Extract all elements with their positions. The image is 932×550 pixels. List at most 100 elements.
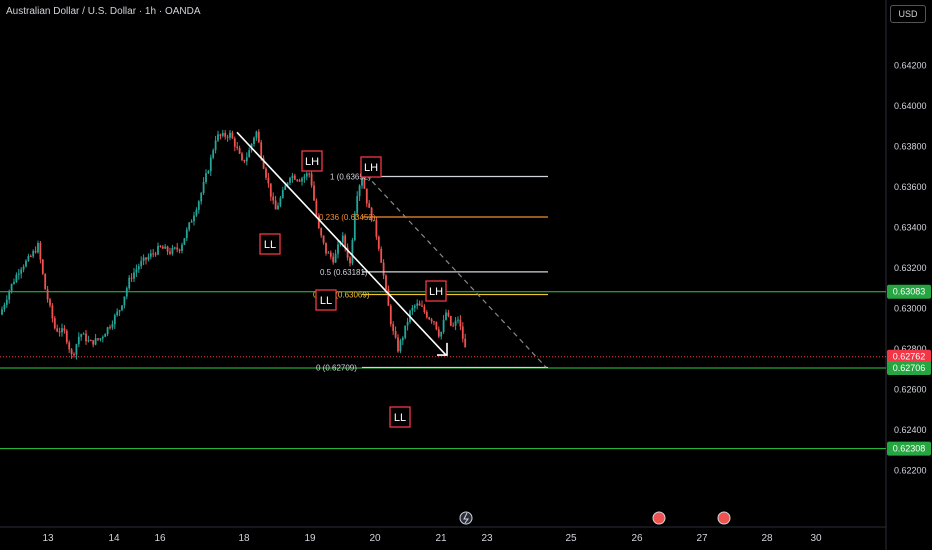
candle-body [373, 219, 375, 221]
candle-body [356, 196, 359, 214]
candle-body [442, 319, 445, 332]
candle-body [332, 256, 335, 263]
candle-body [385, 275, 387, 290]
candle-body [377, 236, 380, 249]
date-tick-label: 25 [565, 533, 577, 544]
candle-body [334, 253, 337, 263]
fib-level-label: 0.382 (0.63069) [313, 291, 370, 300]
candle-body [423, 306, 426, 312]
candle-body [37, 243, 39, 253]
structure-label: LL [264, 239, 276, 251]
structure-label: LH [305, 156, 319, 168]
candle-body [459, 319, 462, 327]
candle-body [65, 330, 68, 343]
candle-body [17, 273, 20, 275]
candle-body [39, 243, 42, 260]
date-tick-label: 16 [154, 533, 166, 544]
candle-body [277, 205, 279, 210]
candle-body [298, 180, 301, 182]
candle-body [291, 175, 294, 178]
candle-body [92, 340, 95, 345]
candle-body [224, 132, 227, 137]
candle-body [233, 138, 236, 147]
candle-body [25, 260, 27, 267]
candle-body [464, 338, 467, 348]
price-badge-label: 0.63083 [893, 287, 926, 297]
date-tick-label: 28 [761, 533, 773, 544]
candle-body [185, 229, 188, 239]
candle-body [305, 173, 308, 177]
date-tick-label: 23 [481, 533, 493, 544]
candle-body [219, 134, 222, 136]
candle-body [128, 277, 131, 289]
candle-body [15, 274, 18, 283]
candle-body [183, 238, 186, 245]
structure-label: LH [364, 162, 378, 174]
candle-body [293, 175, 296, 180]
candle-body [113, 315, 116, 325]
candle-body [101, 336, 104, 339]
candle-body [397, 337, 399, 352]
currency-button[interactable]: USD [890, 5, 926, 23]
candle-body [97, 338, 99, 340]
candle-body [75, 344, 78, 355]
price-tick-label: 0.63600 [894, 182, 927, 192]
candle-body [13, 282, 15, 284]
candle-body [440, 331, 443, 337]
price-tick-label: 0.64200 [894, 61, 927, 71]
flag-event-icon [652, 511, 666, 525]
flag-event-icon [717, 511, 731, 525]
candle-body [341, 235, 344, 243]
candle-body [430, 319, 433, 322]
price-badge [887, 349, 931, 364]
candle-body [358, 185, 361, 197]
candle-body [310, 173, 313, 186]
candle-body [370, 207, 373, 221]
structure-label-box [389, 406, 411, 428]
candle-body [209, 157, 212, 172]
candle-body [267, 177, 270, 184]
candle-body [214, 140, 217, 151]
candle-body [392, 324, 395, 331]
trend-arrow-line [236, 131, 447, 356]
date-tick-label: 19 [304, 533, 316, 544]
candle-body [284, 185, 287, 190]
structure-label-box [360, 156, 382, 178]
structure-label-box [259, 233, 281, 255]
candle-body [241, 153, 243, 160]
candle-body [368, 203, 371, 208]
candle-body [226, 136, 229, 138]
candle-body [190, 221, 193, 223]
candle-body [253, 137, 255, 144]
candle-body [296, 179, 299, 181]
candle-body [387, 289, 390, 306]
candle-body [212, 150, 215, 158]
candle-body [437, 329, 440, 337]
candle-body [109, 327, 111, 329]
fib-level-label: 1 (0.63652) [330, 172, 371, 181]
candle-body [207, 171, 210, 174]
candle-body [137, 266, 140, 270]
candle-body [135, 269, 138, 273]
candle-body [257, 131, 260, 143]
price-badge [887, 441, 931, 456]
candle-body [337, 244, 339, 254]
candle-body [123, 296, 126, 306]
candle-body [262, 158, 265, 169]
candle-body [418, 303, 421, 306]
candle-body [104, 334, 107, 337]
candle-body [46, 289, 49, 300]
candle-body [404, 325, 407, 338]
candle-body [32, 251, 35, 257]
candle-body [111, 324, 114, 328]
candle-body [3, 304, 6, 310]
date-tick-label: 14 [108, 533, 120, 544]
candle-body [447, 312, 450, 317]
candle-body [181, 244, 183, 251]
candle-body [229, 132, 231, 138]
price-tick-label: 0.62200 [894, 466, 927, 476]
candle-body [351, 240, 354, 264]
price-badge [887, 361, 931, 376]
candle-body [125, 288, 128, 297]
